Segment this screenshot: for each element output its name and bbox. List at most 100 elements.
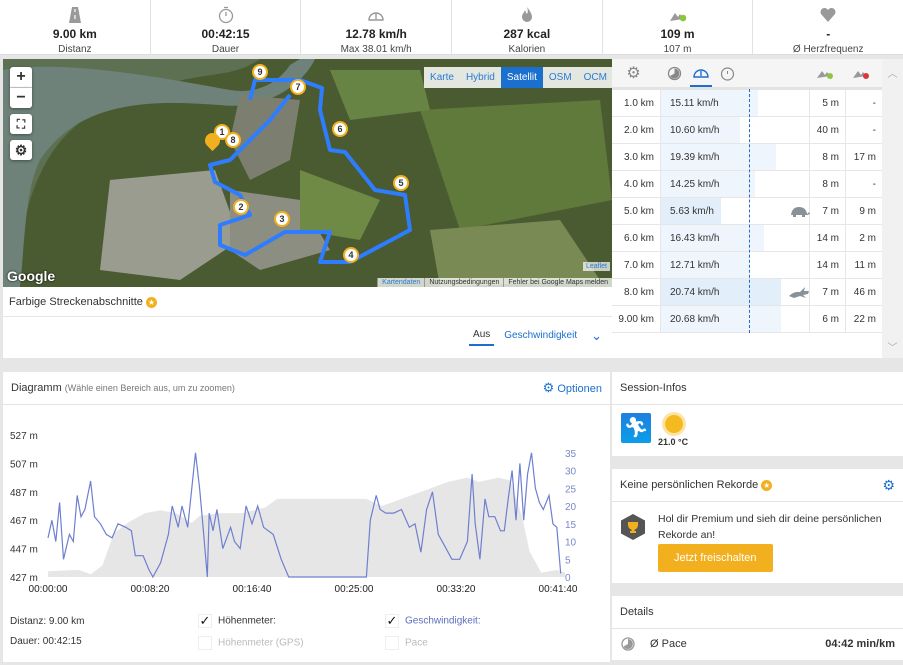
premium-star-icon: ★ bbox=[761, 479, 773, 491]
map-type-satellit[interactable]: Satellit bbox=[500, 67, 543, 88]
table-scrollbar[interactable]: ︿ ﹀ bbox=[882, 59, 903, 358]
speed-cell: 16.43 km/h bbox=[661, 225, 810, 251]
chevron-down-icon[interactable]: ⌄ bbox=[591, 327, 602, 343]
stat-duration: 00:42:15 Dauer bbox=[151, 0, 302, 55]
temperature: 21.0 °C bbox=[658, 437, 689, 447]
check-hoehenmeter[interactable]: ✓ Höhenmeter: bbox=[198, 613, 276, 628]
checkbox[interactable]: ✓ bbox=[385, 613, 399, 628]
route-marker-6[interactable]: 6 bbox=[332, 121, 348, 137]
gear-icon[interactable]: ⚙ bbox=[626, 65, 641, 82]
running-icon: 🏃︎ bbox=[621, 413, 651, 443]
route-marker-7[interactable]: 7 bbox=[290, 79, 306, 95]
gear-icon: ⚙ bbox=[542, 380, 555, 395]
segment-color-tabs: Aus Geschwindigkeit ⌄ bbox=[469, 325, 602, 346]
split-row[interactable]: 4.0 km 14.25 km/h 8 m - bbox=[612, 171, 882, 198]
speed-cell: 5.63 km/h bbox=[661, 198, 810, 224]
google-logo: Google bbox=[7, 268, 56, 284]
left-axis-tick: 427 m bbox=[10, 573, 38, 584]
scroll-up-icon[interactable]: ︿ bbox=[887, 69, 898, 80]
left-axis-tick: 467 m bbox=[10, 516, 38, 527]
gear-icon[interactable]: ⚙ bbox=[882, 476, 895, 493]
premium-star-icon: ★ bbox=[145, 296, 157, 308]
split-row[interactable]: 1.0 km 15.11 km/h 5 m - bbox=[612, 90, 882, 117]
route-marker-5[interactable]: 5 bbox=[393, 175, 409, 191]
map-type-osm[interactable]: OSM bbox=[548, 72, 572, 83]
diagram-header: Diagramm (Wähle einen Bereich aus, um zu… bbox=[3, 372, 610, 405]
leaflet-link[interactable]: Leaflet bbox=[582, 262, 610, 271]
check-geschwindigkeit[interactable]: ✓ Geschwindigkeit: bbox=[385, 613, 481, 628]
speedometer-icon bbox=[693, 69, 709, 78]
diagram-panel: Diagramm (Wähle einen Bereich aus, um zu… bbox=[3, 372, 610, 662]
tab-geschwindigkeit[interactable]: Geschwindigkeit bbox=[504, 330, 578, 341]
speed-bar bbox=[661, 144, 776, 170]
speed-tab[interactable] bbox=[690, 66, 712, 87]
kartendaten-link[interactable]: Kartendaten bbox=[377, 278, 425, 287]
map-settings-gear-icon[interactable]: ⚙ bbox=[10, 140, 32, 160]
left-axis-tick: 507 m bbox=[10, 459, 38, 470]
zoom-out-button[interactable]: − bbox=[10, 88, 32, 108]
speed-cell: 12.71 km/h bbox=[661, 252, 810, 278]
map-type-karte[interactable]: Karte bbox=[430, 72, 454, 83]
heart-icon bbox=[820, 7, 836, 22]
tab-aus[interactable]: Aus bbox=[469, 325, 495, 346]
route-marker-9[interactable]: 9 bbox=[252, 64, 268, 80]
check-pace[interactable]: Pace bbox=[385, 636, 428, 650]
satellite-map[interactable] bbox=[3, 59, 612, 287]
right-axis-tick: 15 bbox=[565, 520, 577, 531]
session-info-panel: Session-Infos 🏃︎ 21.0 °C bbox=[612, 372, 903, 456]
turtle-icon bbox=[791, 207, 810, 217]
summary-stats-bar: 9.00 km Distanz 00:42:15 Dauer 12.78 km/h M… bbox=[0, 0, 903, 55]
map-type-hybrid[interactable]: Hybrid bbox=[465, 72, 495, 83]
chart-distance: Distanz: 9.00 km bbox=[10, 616, 85, 627]
check-hoehenmeter-gps[interactable]: Höhenmeter (GPS) bbox=[198, 636, 304, 650]
checkbox[interactable] bbox=[385, 636, 399, 650]
left-axis-tick: 527 m bbox=[10, 431, 38, 442]
pace-icon[interactable] bbox=[667, 66, 682, 81]
x-axis-tick: 00:16:40 bbox=[233, 584, 272, 592]
checkbox[interactable]: ✓ bbox=[198, 613, 212, 628]
rabbit-icon bbox=[789, 287, 809, 298]
colored-segments-row: Farbige Streckenabschnitte ★ bbox=[3, 287, 612, 317]
terms-link[interactable]: Nutzungsbedingungen bbox=[424, 278, 504, 287]
split-row[interactable]: 3.0 km 19.39 km/h 8 m 17 m bbox=[612, 144, 882, 171]
checkbox[interactable] bbox=[198, 636, 212, 650]
x-axis-tick: 00:08:20 bbox=[131, 584, 170, 592]
route-marker-2[interactable]: 2 bbox=[233, 199, 249, 215]
options-button[interactable]: ⚙ Optionen bbox=[542, 380, 602, 395]
split-row[interactable]: 7.0 km 12.71 km/h 14 m 11 m bbox=[612, 252, 882, 279]
avg-pace-value: 04:42 min/km bbox=[825, 638, 895, 650]
zoom-in-button[interactable]: + bbox=[10, 67, 32, 88]
unlock-premium-button[interactable]: Jetzt freischalten bbox=[658, 544, 773, 572]
zoom-controls: + − ⛶ ⚙ bbox=[10, 67, 32, 160]
speed-bar bbox=[661, 252, 749, 278]
route-marker-3[interactable]: 3 bbox=[274, 211, 290, 227]
route-marker-8[interactable]: 8 bbox=[225, 132, 241, 148]
trophy-icon bbox=[621, 514, 645, 540]
records-header: Keine persönlichen Rekorde ★ ⚙ bbox=[612, 469, 903, 502]
stopwatch-icon bbox=[218, 6, 233, 24]
stat-heart-rate: -Ø Herzfrequenz bbox=[753, 0, 903, 55]
x-axis-tick: 00:00:00 bbox=[29, 584, 68, 592]
report-error-link[interactable]: Fehler bei Google Maps melden bbox=[503, 278, 612, 287]
fullscreen-icon[interactable]: ⛶ bbox=[10, 114, 32, 134]
session-info-title: Session-Infos bbox=[612, 372, 903, 405]
split-row[interactable]: 9.00 km 20.68 km/h 6 m 22 m bbox=[612, 306, 882, 333]
pace-icon bbox=[621, 637, 635, 651]
stopwatch-icon[interactable] bbox=[720, 66, 735, 81]
route-marker-4[interactable]: 4 bbox=[343, 247, 359, 263]
split-row[interactable]: 6.0 km 16.43 km/h 14 m 2 m bbox=[612, 225, 882, 252]
speed-cell: 14.25 km/h bbox=[661, 171, 810, 197]
split-row[interactable]: 8.0 km 20.74 km/h 7 m 46 m bbox=[612, 279, 882, 306]
map-type-ocm[interactable]: OCM bbox=[583, 72, 607, 83]
average-speed-line bbox=[749, 89, 751, 333]
elevation-up-icon bbox=[810, 59, 846, 87]
diagram-title: Diagramm bbox=[11, 382, 62, 394]
details-panel: Details Ø Pace 04:42 min/km bbox=[612, 596, 903, 660]
elevation-speed-chart[interactable]: 527 m 507 m 487 m 467 m 447 m 427 m 35 30 25 20 15… bbox=[3, 407, 610, 592]
split-row[interactable]: 2.0 km 10.60 km/h 40 m - bbox=[612, 117, 882, 144]
speed-cell: 15.11 km/h bbox=[661, 90, 810, 116]
scroll-down-icon[interactable]: ﹀ bbox=[887, 343, 898, 354]
split-row[interactable]: 5.0 km 5.63 km/h 7 m 9 m bbox=[612, 198, 882, 225]
